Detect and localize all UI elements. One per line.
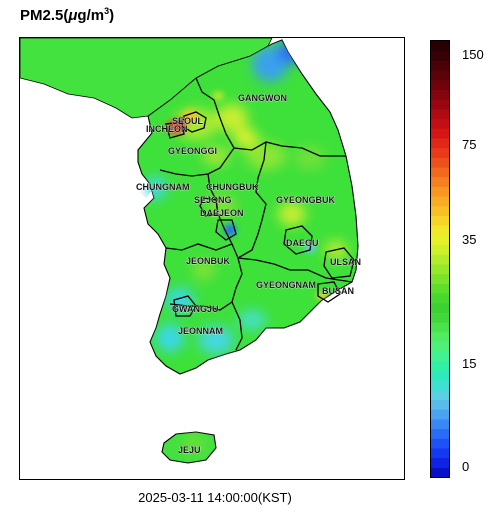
colorbar-band xyxy=(431,196,449,207)
colorbar-band xyxy=(431,225,449,236)
colorbar-band xyxy=(431,283,449,294)
colorbar-band xyxy=(431,409,449,420)
colorbar-band xyxy=(431,244,449,255)
label-sejong: SEJONG xyxy=(194,195,232,205)
region-labels: GANGWON SEOUL INCHEON GYEONGGI CHUNGNAM … xyxy=(136,93,362,456)
colorbar-tick-75: 75 xyxy=(462,137,477,152)
colorbar-band xyxy=(431,89,449,100)
colorbar-band xyxy=(431,457,449,468)
timestamp-label: 2025-03-11 14:00:00(KST) xyxy=(138,490,292,505)
label-chungnam: CHUNGNAM xyxy=(136,182,190,192)
border-sejong xyxy=(199,197,219,217)
colorbar-band xyxy=(431,351,449,362)
colorbar-band xyxy=(431,205,449,216)
border-gyeonggi-gangwon xyxy=(195,77,346,157)
colorbar-band xyxy=(431,467,449,477)
colorbar-band xyxy=(431,118,449,129)
colorbar-band xyxy=(431,399,449,410)
label-chungbuk: CHUNGBUK xyxy=(206,182,259,192)
colorbar-band xyxy=(431,273,449,284)
colorbar-band xyxy=(431,438,449,449)
colorbar-band xyxy=(431,50,449,61)
pm25-map: GANGWON SEOUL INCHEON GYEONGGI CHUNGNAM … xyxy=(20,38,362,464)
label-gyeonggi: GYEONGGI xyxy=(168,146,217,156)
border-gyeonggi-chungcheong xyxy=(159,147,235,177)
colorbar-band xyxy=(431,321,449,333)
border-daegu xyxy=(283,225,313,255)
province-borders xyxy=(159,77,355,351)
border-seoul xyxy=(181,111,207,133)
colorbar-band xyxy=(431,176,449,187)
colorbar-band xyxy=(431,302,449,313)
border-busan xyxy=(317,281,341,303)
colorbar-band xyxy=(431,108,449,120)
colorbar-band xyxy=(431,312,449,323)
label-ulsan: ULSAN xyxy=(330,257,361,267)
border-jeonnam-gyeongnam xyxy=(231,301,243,351)
northern-landmass xyxy=(20,38,273,119)
colorbar-band xyxy=(431,147,449,158)
label-gwangju: GWANGJU xyxy=(172,304,219,314)
border-jeonbuk-gyeongnam xyxy=(169,257,243,311)
border-incheon xyxy=(165,121,185,139)
colorbar-tick-0: 0 xyxy=(462,459,470,474)
colorbar-band xyxy=(431,254,449,265)
colorbar-band xyxy=(431,428,449,439)
colorbar-band xyxy=(431,389,449,401)
colorbar-band xyxy=(431,331,449,342)
colorbar-band xyxy=(431,447,449,459)
colorbar-band xyxy=(431,186,449,197)
colorbar-band xyxy=(431,341,449,352)
colorbar-band xyxy=(431,360,449,372)
colorbar-tick-35: 35 xyxy=(462,232,477,247)
colorbar-band xyxy=(431,263,449,275)
colorbar-band xyxy=(431,128,449,139)
border-gyeongbuk-gyeongnam xyxy=(237,257,353,283)
border-chungnam-jeonbuk xyxy=(165,243,239,259)
label-daejeon: DAEJEON xyxy=(200,208,244,218)
colorbar-band xyxy=(431,215,449,226)
colorbar-tick-150: 150 xyxy=(462,47,484,62)
label-seoul: SEOUL xyxy=(172,116,204,126)
colorbar-band xyxy=(431,234,449,246)
label-gangwon: GANGWON xyxy=(238,93,287,103)
border-chungbuk-gyeongbuk xyxy=(237,141,267,259)
label-daegu: DAEGU xyxy=(286,238,319,248)
colorbar-band xyxy=(431,370,449,381)
colorbar-tick-15: 15 xyxy=(462,356,477,371)
colorbar-band xyxy=(431,60,449,71)
label-busan: BUSAN xyxy=(322,286,354,296)
border-daejeon xyxy=(215,219,237,241)
label-jeonnam: JEONNAM xyxy=(178,326,223,336)
label-incheon: INCHEON xyxy=(146,124,188,134)
colorbar-band xyxy=(431,41,449,52)
colorbar-band xyxy=(431,157,449,168)
colorbar-band xyxy=(431,79,449,91)
map-frame: GANGWON SEOUL INCHEON GYEONGGI CHUNGNAM … xyxy=(19,37,405,480)
label-jeju: JEJU xyxy=(178,445,201,455)
label-gyeongbuk: GYEONGBUK xyxy=(276,195,336,205)
label-jeonbuk: JEONBUK xyxy=(186,256,231,266)
colorbar-band xyxy=(431,99,449,110)
colorbar-band xyxy=(431,292,449,304)
colorbar-band xyxy=(431,166,449,178)
border-gwangju xyxy=(173,295,197,317)
map-title: PM2.5(μg/m3) xyxy=(20,6,115,24)
border-ulsan xyxy=(323,247,355,279)
colorbar-band xyxy=(431,380,449,391)
colorbar xyxy=(430,40,450,478)
colorbar-gradient xyxy=(431,41,449,477)
colorbar-band xyxy=(431,418,449,430)
colorbar-band xyxy=(431,137,449,149)
colorbar-band xyxy=(431,70,449,81)
label-gyeongnam: GYEONGNAM xyxy=(256,280,316,290)
